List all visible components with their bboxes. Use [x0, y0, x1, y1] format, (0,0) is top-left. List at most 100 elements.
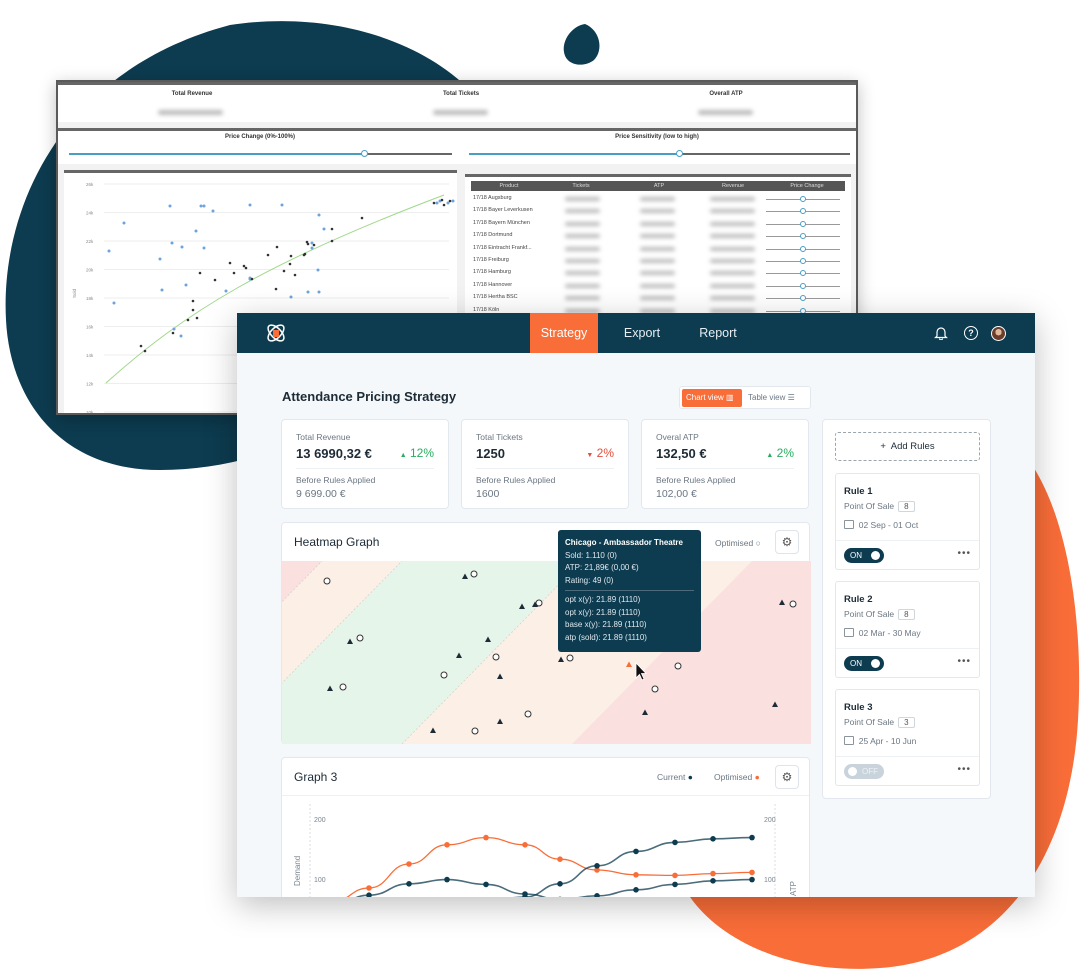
series-point[interactable]: [444, 876, 450, 883]
series-point[interactable]: [522, 894, 528, 897]
table-row: 17/18 Hertha BSC: [473, 294, 518, 300]
series-point[interactable]: [710, 836, 716, 842]
rule-card[interactable]: Rule 3 Point Of Sale 3 25 Apr - 10 Jun OF…: [835, 689, 980, 786]
series-point[interactable]: [633, 887, 639, 893]
series-point[interactable]: [444, 842, 450, 848]
series-point[interactable]: [557, 856, 563, 862]
series-point[interactable]: [594, 867, 600, 873]
price-change-slider[interactable]: [766, 282, 840, 289]
kpi-before-label: Before Rules Applied: [476, 475, 556, 485]
price-change-slider[interactable]: [766, 295, 840, 302]
graph3-settings-button[interactable]: ⚙: [775, 765, 799, 789]
table-view-button[interactable]: Table view ☰: [748, 389, 795, 407]
point-current[interactable]: [327, 685, 333, 692]
point-current[interactable]: [430, 727, 436, 734]
rule-card[interactable]: Rule 2 Point Of Sale 8 02 Mar - 30 May ON…: [835, 581, 980, 678]
series-point[interactable]: [483, 881, 489, 888]
more-options-icon[interactable]: •••: [957, 764, 971, 775]
tooltip-line: atp (sold): 21.89 (1110): [565, 632, 647, 642]
series-point[interactable]: [672, 881, 678, 888]
table-header: Product Tickets ATP Revenue Price Change: [471, 181, 845, 191]
price-change-slider[interactable]: [766, 208, 840, 215]
product-name: 17/18 Hannover: [473, 281, 513, 288]
point-current[interactable]: [347, 638, 353, 645]
point-current[interactable]: [779, 599, 785, 606]
point-optimised[interactable]: [524, 710, 532, 718]
kpi-value: 132,50 €: [656, 446, 707, 461]
rule-toggle[interactable]: OFF: [844, 764, 884, 779]
series-point[interactable]: [633, 872, 639, 878]
price-change-slider[interactable]: [766, 220, 840, 227]
rule-card[interactable]: Rule 1 Point Of Sale 8 02 Sep - 01 Oct ON…: [835, 473, 980, 570]
more-options-icon[interactable]: •••: [957, 548, 971, 559]
product-name: 17/18 Eintracht Frankf...: [473, 244, 532, 251]
bell-icon[interactable]: [934, 326, 948, 340]
point-current[interactable]: [497, 718, 503, 725]
tab-report[interactable]: Report: [699, 326, 737, 340]
point-optimised[interactable]: [339, 683, 347, 691]
top-navigation-bar: Strategy Export Report ?: [237, 313, 1035, 353]
more-options-icon[interactable]: •••: [957, 656, 971, 667]
legend-label: Optimised: [714, 772, 753, 782]
series-point[interactable]: [557, 881, 563, 887]
price-change-slider[interactable]: [766, 258, 840, 264]
point-current[interactable]: [642, 709, 648, 716]
point-optimised[interactable]: [535, 599, 543, 607]
point-optimised[interactable]: [440, 671, 448, 679]
series-point[interactable]: [366, 892, 372, 897]
series-point[interactable]: [483, 834, 489, 841]
series-point[interactable]: [710, 878, 716, 884]
series-point[interactable]: [406, 861, 412, 867]
point-optimised[interactable]: [470, 570, 478, 578]
point-current[interactable]: [497, 673, 503, 680]
point-current[interactable]: [519, 603, 525, 610]
kpi-label: Total Tickets: [442, 91, 480, 97]
point-selected[interactable]: [626, 661, 632, 668]
price-change-slider[interactable]: [766, 233, 840, 240]
series-point[interactable]: [749, 876, 755, 883]
tab-export[interactable]: Export: [623, 326, 661, 340]
point-current[interactable]: [558, 656, 564, 663]
point-current[interactable]: [485, 636, 491, 643]
series-point[interactable]: [710, 870, 716, 877]
series-point[interactable]: [406, 881, 412, 887]
pos-badge: 3: [898, 717, 915, 728]
point-optimised[interactable]: [789, 600, 797, 608]
calendar-icon: [844, 520, 854, 529]
tab-strategy[interactable]: Strategy: [530, 313, 598, 353]
price-sensitivity-slider[interactable]: [469, 150, 850, 157]
price-change-slider[interactable]: [766, 270, 840, 277]
scatter-point: [168, 204, 172, 208]
point-current[interactable]: [532, 601, 538, 608]
point-current[interactable]: [772, 701, 778, 708]
series-point[interactable]: [749, 869, 755, 876]
series-point[interactable]: [522, 842, 528, 848]
add-rules-button[interactable]: + Add Rules: [835, 432, 980, 461]
point-optimised[interactable]: [356, 634, 364, 642]
point-optimised[interactable]: [674, 662, 682, 670]
series-point[interactable]: [672, 839, 678, 846]
price-change-slider[interactable]: [766, 245, 840, 252]
point-optimised[interactable]: [566, 654, 574, 662]
series-point[interactable]: [672, 872, 678, 879]
chart-view-button[interactable]: Chart view ▥: [682, 389, 742, 407]
price-change-slider[interactable]: [766, 307, 840, 314]
series-point[interactable]: [633, 848, 639, 855]
heatmap-settings-button[interactable]: ⚙: [775, 530, 799, 554]
series-point[interactable]: [594, 863, 600, 869]
point-optimised[interactable]: [651, 685, 659, 693]
series-point[interactable]: [366, 885, 372, 891]
point-optimised[interactable]: [492, 653, 500, 661]
rule-toggle[interactable]: ON: [844, 656, 884, 671]
user-avatar[interactable]: [991, 326, 1006, 341]
series-point[interactable]: [749, 834, 755, 841]
point-optimised[interactable]: [323, 577, 331, 585]
series-point[interactable]: [594, 893, 600, 897]
rule-toggle[interactable]: ON: [844, 548, 884, 563]
point-current[interactable]: [462, 573, 468, 580]
price-change-slider[interactable]: [766, 196, 840, 202]
help-icon[interactable]: ?: [964, 326, 978, 340]
point-optimised[interactable]: [471, 727, 479, 735]
price-change-slider[interactable]: [69, 150, 452, 157]
point-current[interactable]: [456, 652, 462, 659]
